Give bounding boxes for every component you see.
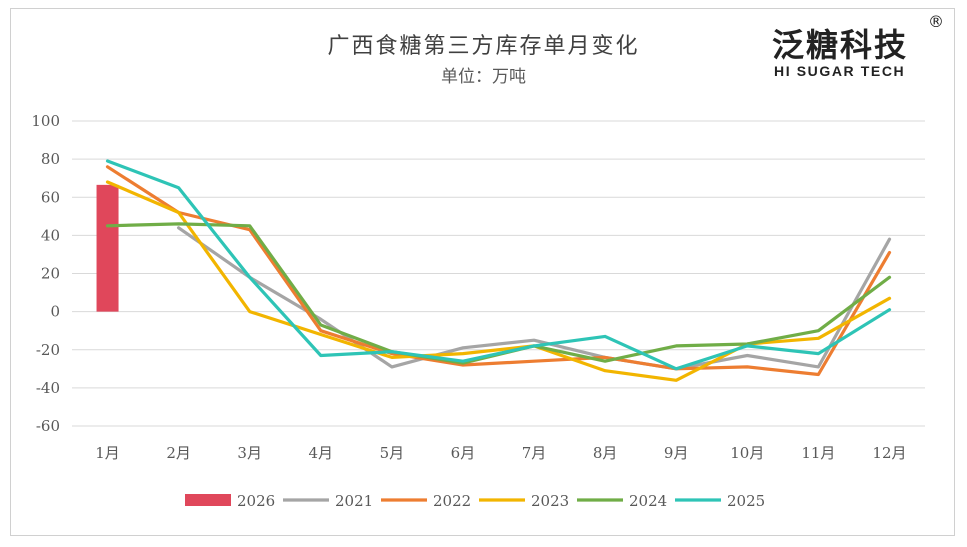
y-tick-label: 80 [41,150,60,168]
x-tick-label: 9月 [664,444,689,462]
legend-label-2024: 2024 [629,492,667,510]
y-tick-label: 0 [50,303,60,321]
x-tick-label: 5月 [380,444,405,462]
y-tick-label: 100 [31,112,60,130]
x-tick-label: 6月 [451,444,476,462]
x-tick-label: 7月 [522,444,547,462]
x-tick-label: 3月 [237,444,262,462]
x-tick-label: 1月 [95,444,120,462]
x-tick-label: 2月 [166,444,191,462]
legend-label-2022: 2022 [433,492,471,510]
brand-logo-text: 泛糖科技 [772,26,909,64]
y-tick-label: 40 [41,226,60,244]
y-tick-label: 20 [41,265,60,283]
y-tick-label: -40 [36,379,60,397]
chart-subtitle: 单位：万吨 [441,67,526,87]
registered-mark-icon: ® [928,12,944,31]
y-tick-label: 60 [41,188,60,206]
series-line-2023 [105,180,892,382]
y-tick-label: -60 [36,417,60,435]
series-line-2025 [105,159,892,371]
legend-swatch-2026 [185,494,231,506]
y-tick-label: -20 [36,341,60,359]
x-tick-label: 12月 [872,444,906,462]
x-tick-label: 10月 [730,444,764,462]
x-tick-label: 8月 [593,444,618,462]
legend-label-2023: 2023 [531,492,569,510]
legend-label-2025: 2025 [727,492,765,510]
chart-title: 广西食糖第三方库存单月变化 [327,34,640,59]
legend-label-2026: 2026 [237,492,275,510]
bar-2026 [96,184,119,312]
chart-frame [10,8,955,536]
x-tick-label: 4月 [309,444,334,462]
series-line-2021 [177,226,892,371]
x-tick-label: 11月 [801,444,835,462]
legend-label-2021: 2021 [335,492,373,510]
brand-logo-subtitle: HI SUGAR TECH [774,63,906,79]
